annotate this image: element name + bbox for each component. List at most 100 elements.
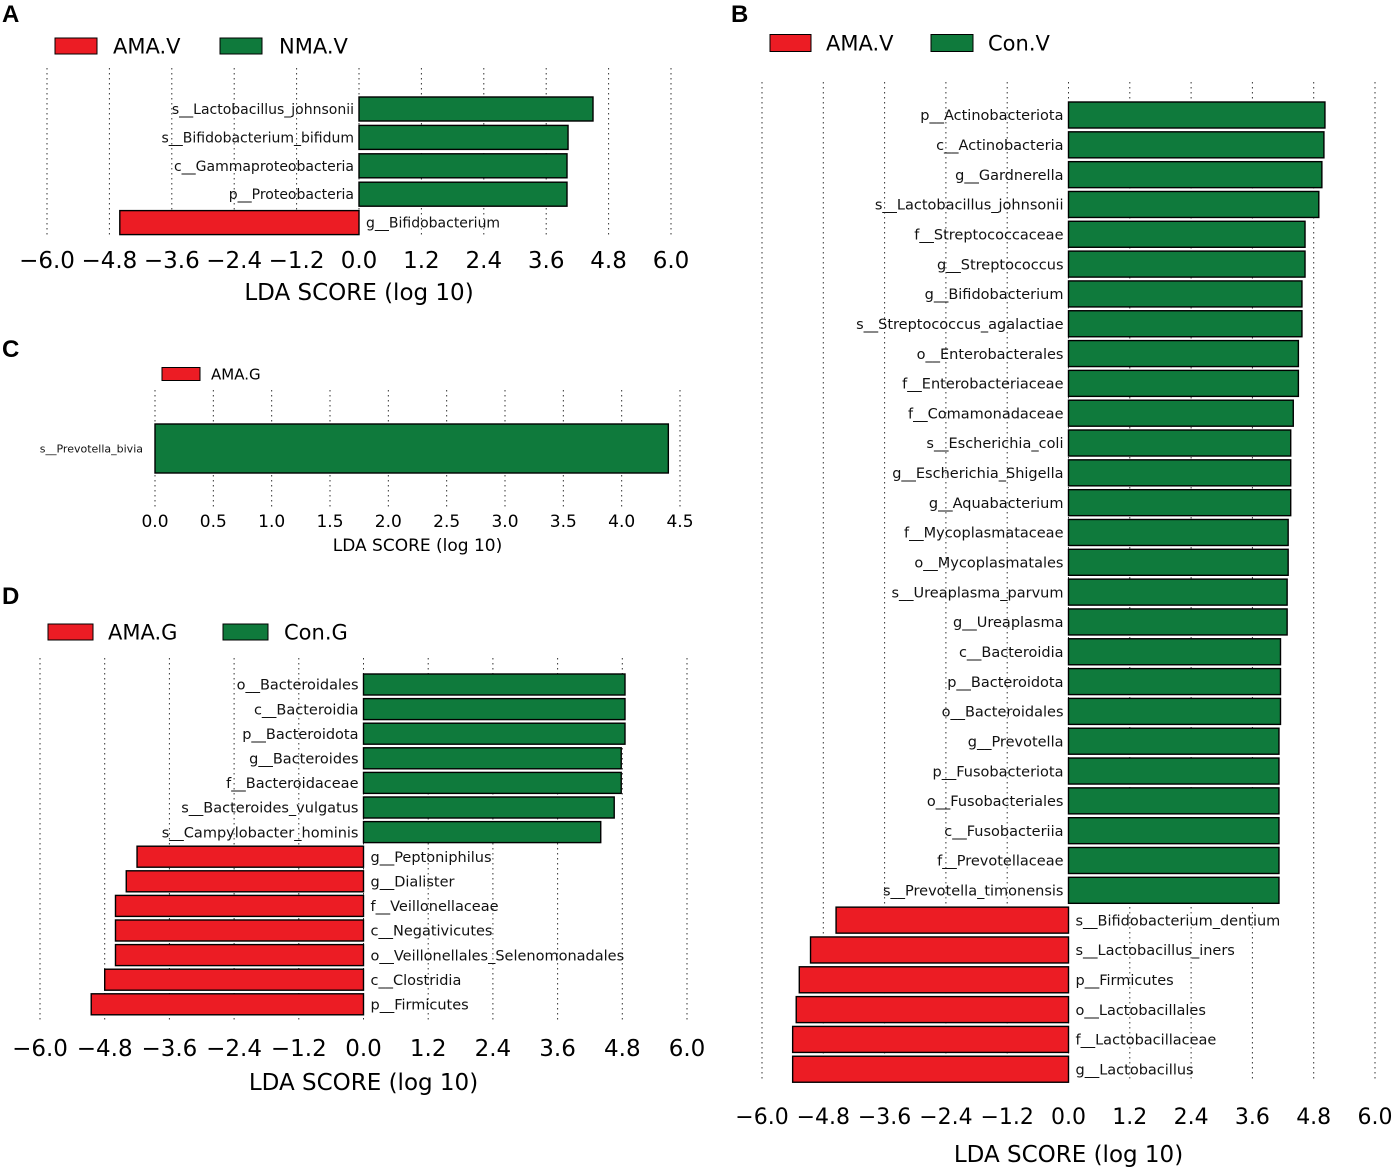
feature-label: g__Streptococcus	[937, 257, 1063, 273]
x-tick-label: 0.5	[200, 512, 227, 532]
bar-g-gardnerella	[1067, 160, 1323, 189]
x-tick-label: 2.0	[375, 512, 402, 532]
bar-g-dialister	[125, 870, 365, 893]
legend-swatch-ama-v	[769, 34, 812, 52]
feature-label: f__Lactobacillaceae	[1076, 1033, 1217, 1049]
panel-d: D AMA.G Con.G o__Bacteroidales c__Bacteroidi…	[2, 583, 705, 1096]
x-tick-label: −3.6	[858, 1105, 911, 1130]
x-tick-label: −4.8	[797, 1105, 850, 1130]
feature-label: o__Bacteroidales	[942, 705, 1064, 721]
bar-o-mycoplasmatales	[1067, 548, 1289, 576]
feature-label: f__Prevotellaceae	[937, 854, 1063, 870]
feature-label: f__Streptococcaceae	[914, 228, 1063, 244]
legend-label-con-g: Con.G	[284, 621, 348, 645]
feature-label: g__Dialister	[371, 875, 455, 891]
bar-s-lactobacillus-johnsonii	[1067, 190, 1320, 219]
bar-g-ureaplasma	[1067, 608, 1288, 636]
legend-swatch-nma-v	[219, 37, 263, 55]
bar-s-escherichia-coli	[1067, 429, 1292, 457]
x-tick-label: 4.8	[590, 248, 627, 274]
legend-label-ama-g: AMA.G	[108, 621, 177, 645]
bar-f-comamonadaceae	[1067, 399, 1294, 427]
feature-label: g__Bacteroides	[249, 752, 358, 768]
bar-g-prevotella	[1067, 727, 1280, 755]
feature-label: p__Actinobacteriota	[920, 108, 1063, 124]
feature-label: g__Bifidobacterium	[925, 287, 1064, 303]
bar-f-mycoplasmataceae	[1067, 518, 1289, 547]
panel-c: C AMA.G s__Prevotella_bivia 0.0 0.5 1.0 1.5 2.0…	[2, 336, 694, 556]
x-tick-label: −6.0	[12, 1036, 68, 1062]
bar-f-prevotellaceae	[1067, 846, 1280, 875]
legend-label-ama-v: AMA.V	[826, 32, 894, 56]
bar-o-fusobacteriales	[1067, 787, 1280, 815]
bar-o-enterobacterales	[1067, 339, 1300, 368]
bar-f-bacteroidaceae	[362, 771, 622, 795]
x-tick-label: 6.0	[653, 248, 690, 274]
bar-c-clostridia	[103, 968, 365, 991]
x-tick-label: 1.2	[410, 1036, 447, 1062]
panel-label-c: C	[2, 336, 19, 363]
bar-s-campylobacter-hominis	[362, 820, 602, 844]
feature-label: f__Bacteroidaceae	[226, 776, 358, 792]
feature-label: o__Bacteroidales	[237, 678, 359, 694]
bar-f-veillonellaceae	[114, 894, 365, 918]
x-tick-label: −2.4	[919, 1105, 972, 1130]
x-tick-label: 3.0	[491, 512, 518, 532]
bar-p-actinobacteriota	[1067, 101, 1326, 129]
feature-label: s__Lactobacillus_iners	[1076, 943, 1235, 959]
x-axis-title: LDA SCORE (log 10)	[954, 1142, 1183, 1168]
bar-s-ureaplasma-parvum	[1067, 578, 1288, 606]
x-tick-label: 2.4	[1174, 1105, 1209, 1130]
bar-o-bacteroidales	[1067, 697, 1282, 726]
bar-s-bacteroides-vulgatus	[362, 796, 615, 819]
feature-label: p__Firmicutes	[1076, 973, 1174, 989]
bar-g-peptoniphilus	[136, 845, 365, 868]
bar-o-bacteroidales	[362, 673, 626, 696]
bar-c-gammaproteobacteria	[358, 153, 568, 179]
bar-g-bifidobacterium	[1067, 280, 1303, 308]
x-tick-label: 4.8	[1296, 1105, 1331, 1130]
x-tick-label: −1.2	[271, 1036, 327, 1062]
x-tick-label: 2.5	[433, 512, 460, 532]
feature-label: s__Streptococcus_agalactiae	[856, 317, 1064, 333]
bar-g-aquabacterium	[1067, 488, 1292, 517]
legend-swatch-ama-g	[47, 623, 94, 641]
panel-label-b: B	[731, 1, 748, 28]
bar-s-prevotella-timonensis	[1067, 876, 1280, 905]
bar-f-streptococcaceae	[1067, 220, 1306, 248]
bar-o-lactobacillales	[795, 995, 1070, 1024]
bar-g-streptococcus	[1067, 250, 1306, 278]
x-tick-label: −6.0	[19, 248, 75, 274]
feature-label: g__Lactobacillus	[1076, 1062, 1194, 1078]
legend-label-nma-v: NMA.V	[279, 35, 348, 59]
bar-g-bacteroides	[362, 747, 622, 770]
x-tick-label: 4.8	[604, 1036, 641, 1062]
bar-f-enterobacteriaceae	[1067, 369, 1300, 398]
feature-label: s__Campylobacter_hominis	[162, 825, 359, 841]
x-tick-label: −1.2	[269, 248, 325, 274]
panel-label-a: A	[2, 1, 19, 28]
x-tick-label: −4.8	[81, 248, 137, 274]
legend-swatch-ama-v	[54, 37, 98, 55]
feature-label: f__Enterobacteriaceae	[902, 377, 1063, 393]
feature-label: s__Escherichia_coli	[926, 436, 1063, 452]
feature-label: c__Clostridia	[371, 973, 462, 989]
feature-label: g__Peptoniphilus	[371, 850, 492, 866]
bar-g-lactobacillus	[791, 1055, 1070, 1083]
feature-label: p__Fusobacteriota	[933, 764, 1064, 780]
x-tick-label: 4.5	[666, 512, 693, 532]
bar-p-bacteroidota	[362, 722, 626, 745]
legend-label-ama-v: AMA.V	[113, 35, 181, 59]
bar-s-bifidobacterium-bifidum	[358, 124, 569, 151]
feature-label: s__Lactobacillus_johnsonii	[172, 102, 354, 118]
feature-label: g__Bifidobacterium	[366, 216, 500, 232]
feature-label: s__Bifidobacterium_dentium	[1076, 913, 1281, 929]
x-tick-label: −3.6	[144, 248, 200, 274]
x-tick-label: 1.2	[403, 248, 440, 274]
feature-label: g__Gardnerella	[955, 168, 1063, 184]
bar-p-firmicutes	[798, 966, 1070, 994]
feature-label: f__Comamonadaceae	[908, 406, 1064, 422]
x-axis-title: LDA SCORE (log 10)	[333, 536, 503, 556]
feature-label: g__Prevotella	[968, 734, 1064, 750]
